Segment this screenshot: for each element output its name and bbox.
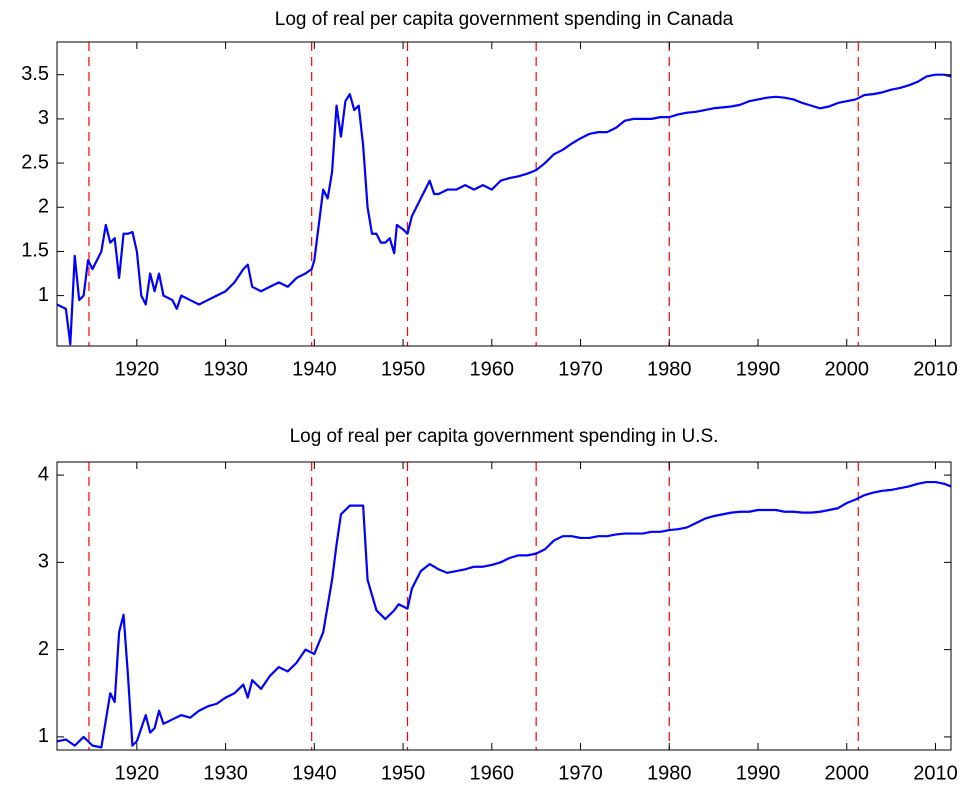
y-tick-label: 3 xyxy=(38,551,49,573)
x-tick-label: 1930 xyxy=(203,358,248,380)
y-tick-label: 1 xyxy=(38,284,49,306)
x-tick-label: 1940 xyxy=(292,358,337,380)
x-tick-label: 2010 xyxy=(913,762,958,784)
x-tick-label: 1970 xyxy=(558,358,603,380)
y-tick-label: 3.5 xyxy=(21,63,49,85)
plot-area xyxy=(57,462,951,750)
axes-frame xyxy=(56,461,952,751)
x-tick-label: 1950 xyxy=(381,762,426,784)
y-tick-label: 1 xyxy=(38,725,49,747)
x-tick-label: 1970 xyxy=(558,762,603,784)
y-tick-label: 1.5 xyxy=(21,240,49,262)
x-tick-label: 1960 xyxy=(470,358,515,380)
x-tick-label: 1920 xyxy=(115,762,160,784)
axes-frame xyxy=(56,41,952,347)
data-line xyxy=(56,73,952,346)
x-tick-label: 1990 xyxy=(736,762,781,784)
y-tick-label: 4 xyxy=(38,463,49,485)
x-tick-label: 1940 xyxy=(292,762,337,784)
x-tick-label: 2000 xyxy=(824,358,869,380)
x-tick-label: 1950 xyxy=(381,358,426,380)
x-tick-label: 1930 xyxy=(203,762,248,784)
x-tick-label: 1980 xyxy=(647,762,692,784)
x-tick-label: 1980 xyxy=(647,358,692,380)
plot-area xyxy=(57,42,951,346)
y-tick-label: 2 xyxy=(38,638,49,660)
data-line xyxy=(56,480,952,749)
x-tick-label: 1920 xyxy=(115,358,160,380)
x-tick-label: 2000 xyxy=(824,762,869,784)
x-tick-label: 1990 xyxy=(736,358,781,380)
y-tick-label: 3 xyxy=(38,107,49,129)
chart-title: Log of real per capita government spendi… xyxy=(290,426,719,447)
chart-title: Log of real per capita government spendi… xyxy=(275,9,734,30)
x-tick-label: 2010 xyxy=(913,358,958,380)
y-tick-label: 2 xyxy=(38,196,49,218)
x-tick-label: 1960 xyxy=(470,762,515,784)
y-tick-label: 2.5 xyxy=(21,151,49,173)
